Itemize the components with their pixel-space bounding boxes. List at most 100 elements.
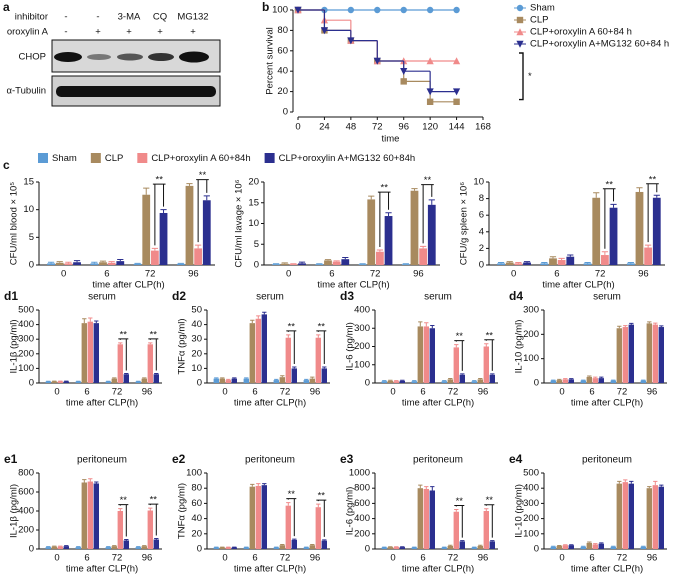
bar [646,323,652,383]
error-bar [599,376,604,379]
lane-label: + [126,27,132,38]
marker [347,6,355,14]
y-tick-label: 80 [191,483,202,494]
error-bar [454,344,459,348]
row-label: oroxylin A [7,27,49,38]
bar [640,546,646,549]
error-bar [108,261,115,263]
x-tick-label: 0 [559,553,564,564]
legend-label: CLP+oroxylin A 60+84 h [530,27,632,38]
marker [453,98,460,105]
bar [285,337,291,383]
x-tick-label: 6 [589,387,594,398]
error-bar [601,251,608,256]
y-tick-label: 300 [18,334,34,345]
significance-bracket [286,330,297,364]
error-bar [322,366,327,369]
bar [273,547,279,549]
x-tick-label: 96 [188,269,199,280]
x-tick-label: 72 [145,269,156,280]
bar [592,544,598,549]
x-tick-label: 96 [413,269,424,280]
bar [609,207,618,265]
error-bar [65,261,72,264]
band [179,51,209,63]
y-axis-label: TNFα (pg/ml) [177,318,188,374]
significance-label: ** [456,331,464,342]
panel-label: b [262,0,269,14]
x-tick-label: 0 [390,553,395,564]
error-bar [262,483,267,486]
marker [516,16,524,24]
bar [176,263,185,265]
bar [658,486,664,549]
bar [291,368,297,383]
x-tick-label: 72 [448,553,459,564]
y-tick-label: 0 [365,544,370,555]
x-tick-label: 72 [617,387,628,398]
legend-label: CLP+oroxylin A 60+84h [151,153,250,164]
bar [459,374,465,383]
bar [628,483,634,549]
bar [417,488,423,549]
bar [279,377,285,383]
x-tick-label: 6 [554,269,559,280]
x-tick-label: 168 [475,122,491,133]
bar [73,262,81,265]
bar [150,250,159,265]
bar [75,381,81,383]
bar [592,197,601,265]
x-tick-label: 0 [61,269,66,280]
error-bar [322,539,327,541]
significance-label: ** [156,175,164,186]
band [87,54,111,60]
bar [303,380,309,383]
bar [273,380,279,383]
x-tick-label: 96 [647,387,658,398]
significance-bracket [118,504,129,537]
bar [332,261,341,265]
error-bar [143,187,150,195]
bar [381,547,387,549]
bar [249,323,255,383]
x-tick-label: 0 [222,553,227,564]
error-bar [400,379,405,381]
bar [291,539,297,549]
bar [447,545,453,549]
marker [294,6,302,14]
x-tick-label: 0 [222,387,227,398]
bar [477,545,483,549]
bar [586,542,592,549]
bar [93,323,99,383]
bar [411,547,417,549]
bar [303,547,309,549]
bar [99,262,107,265]
significance-label: ** [456,496,464,507]
significance-label: ** [150,329,158,340]
lane-label: 3-MA [118,12,141,23]
error-bar [154,538,159,540]
error-bar [88,478,93,482]
error-bar [645,244,652,248]
marker [452,57,461,65]
error-bar [117,258,124,262]
x-tick-label: 6 [589,553,594,564]
x-tick-label: 6 [252,387,257,398]
error-bar [368,195,375,200]
error-bar [647,321,652,324]
error-bar [563,378,568,380]
bar [447,379,453,383]
x-tick-label: 96 [478,387,489,398]
panel-label: e2 [172,452,186,466]
bar [123,374,129,383]
bar [598,543,604,549]
significance-label: ** [649,174,657,185]
error-bar [587,375,592,377]
y-tick-label: 10 [191,363,202,374]
y-tick-label: 0 [365,378,370,389]
y-tick-label: 400 [18,506,34,517]
y-tick-label: 0 [254,260,259,271]
bar [298,263,306,265]
marker [452,88,461,96]
error-bar [412,380,417,382]
